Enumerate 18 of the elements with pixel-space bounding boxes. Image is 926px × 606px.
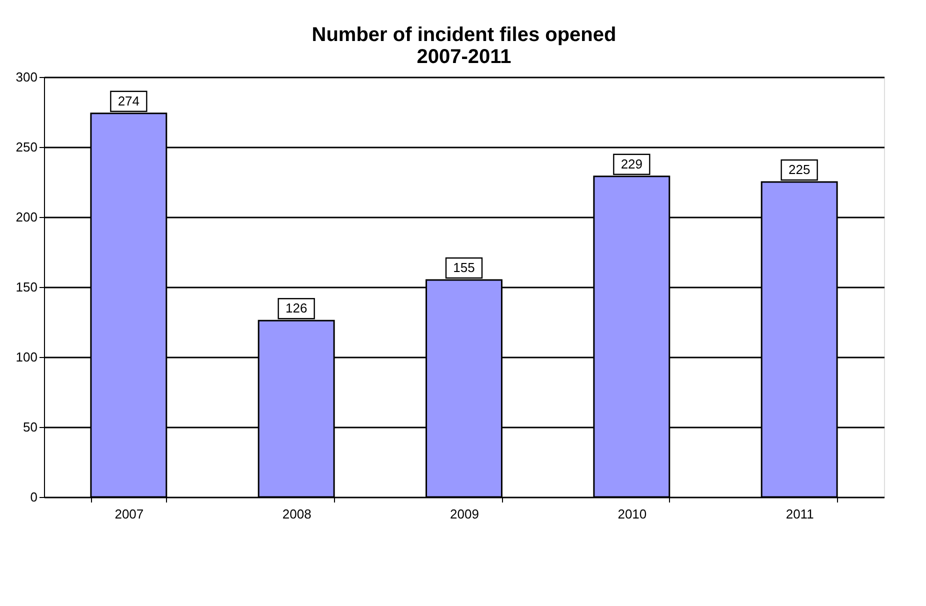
y-tick-label: 100: [16, 350, 38, 364]
y-tick-label: 200: [16, 210, 38, 224]
data-label: 274: [118, 93, 140, 108]
x-tick-label: 2008: [282, 506, 312, 522]
chart-title: Number of incident files opened 2007-2011: [312, 24, 616, 68]
y-tick-label: 300: [16, 70, 38, 84]
x-tick-label: 2010: [618, 506, 647, 522]
data-label: 225: [788, 162, 810, 177]
data-label: 229: [620, 156, 643, 172]
y-tick-label: 150: [16, 280, 38, 294]
y-tick-label: 50: [23, 420, 38, 434]
y-tick-label: 250: [16, 140, 38, 154]
y-tick-label: 0: [30, 490, 38, 504]
data-label: 126: [285, 300, 308, 316]
x-tick-label: 2009: [450, 506, 479, 522]
x-tick-label: 2007: [114, 506, 144, 522]
data-label: 155: [453, 260, 475, 275]
x-tick-label: 2011: [786, 506, 814, 522]
